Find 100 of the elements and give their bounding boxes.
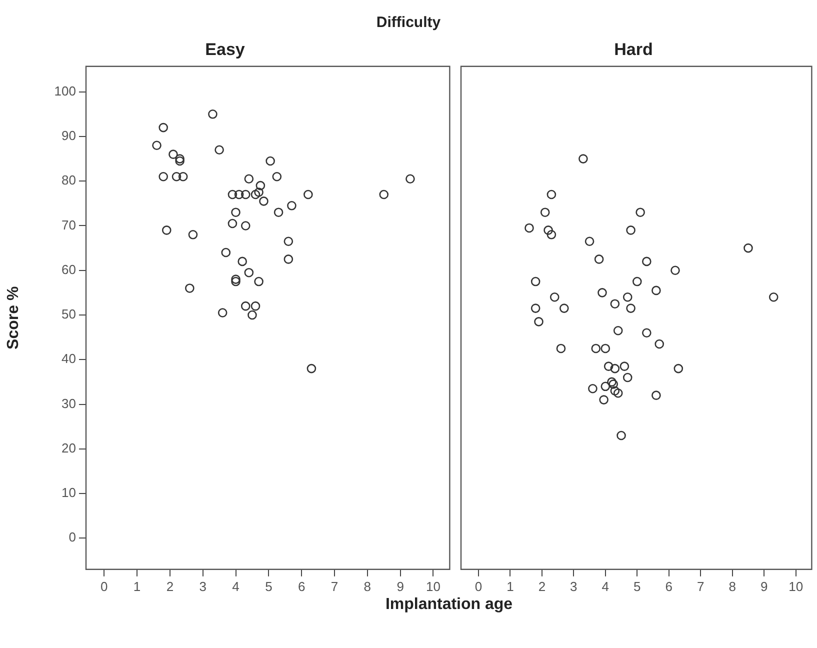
point [158, 172, 168, 182]
point [254, 188, 264, 197]
point [240, 221, 250, 230]
point [240, 301, 250, 311]
point [178, 172, 188, 182]
x-tick-label: 0 [474, 578, 482, 594]
x-tick-label: 8 [364, 578, 372, 594]
point [175, 154, 184, 164]
point [188, 230, 198, 240]
point [636, 208, 645, 217]
x-tick-label: 10 [788, 578, 804, 594]
point [600, 382, 610, 392]
point [250, 301, 260, 311]
point [591, 344, 601, 354]
point [670, 266, 680, 276]
point [588, 384, 598, 394]
point [613, 388, 623, 398]
point [632, 276, 642, 286]
x-tick-label: 4 [232, 578, 240, 594]
y-tick-label: 80 [62, 172, 76, 188]
text: Difficulty [375, 14, 442, 31]
y-tick-label: 70 [62, 217, 76, 232]
point [208, 110, 218, 119]
point [254, 276, 264, 286]
point [622, 372, 632, 382]
point [607, 377, 616, 387]
y-tick-label: 10 [62, 485, 76, 500]
point [185, 284, 194, 293]
point [238, 256, 247, 266]
point [744, 243, 753, 253]
point [530, 276, 540, 286]
point [540, 208, 550, 217]
point [626, 226, 636, 235]
point [550, 292, 560, 302]
x-tick-label: 7 [697, 578, 704, 594]
point [608, 380, 618, 389]
point [172, 172, 182, 182]
y-tick-label: 90 [62, 128, 76, 144]
point [610, 364, 620, 374]
x-tick-label: 2 [538, 578, 546, 594]
point [652, 390, 661, 400]
point [228, 218, 238, 228]
point [524, 223, 534, 233]
point [248, 310, 257, 320]
point [584, 236, 594, 246]
point [546, 230, 556, 240]
point [274, 208, 284, 217]
x-tick-label: 10 [426, 578, 440, 594]
y-tick-label: 100 [54, 83, 76, 98]
x-tick-label: 6 [298, 578, 306, 594]
x-tick-label: 1 [133, 578, 141, 594]
y-tick-label: 50 [62, 306, 76, 322]
point [642, 328, 652, 338]
x-tick-label: 5 [634, 578, 641, 594]
x-tick-label: 3 [570, 578, 578, 594]
point [546, 190, 556, 200]
x-tick-label: 6 [665, 578, 672, 594]
point [616, 430, 626, 440]
point [654, 339, 664, 349]
y-axis-title: Score % [5, 286, 22, 350]
point [594, 254, 604, 264]
point [598, 288, 607, 298]
x-tick-label: 1 [506, 578, 514, 594]
point [284, 254, 294, 264]
point [622, 292, 632, 302]
point [610, 299, 620, 308]
y-tick-label: 30 [62, 396, 76, 411]
point [218, 308, 228, 318]
chart-title: Easy [205, 40, 246, 59]
point [530, 304, 540, 313]
point [240, 190, 250, 200]
point [620, 362, 630, 371]
x-tick-label: 9 [396, 578, 404, 594]
point [266, 156, 275, 166]
x-tick-label: 9 [760, 578, 768, 594]
point [272, 172, 282, 182]
point [544, 226, 553, 235]
x-tick-label: 2 [166, 578, 174, 594]
point [600, 344, 610, 354]
point [175, 156, 184, 166]
y-tick-label: 20 [62, 440, 76, 456]
point [162, 226, 172, 235]
point [304, 190, 313, 200]
point [674, 364, 684, 374]
y-tick-label: 60 [62, 262, 76, 277]
point [234, 190, 244, 200]
point [214, 145, 224, 155]
point [152, 140, 162, 150]
point [231, 208, 240, 217]
y-tick-label: 0 [68, 530, 76, 545]
point [250, 190, 260, 200]
point [379, 190, 389, 200]
point [244, 268, 254, 278]
point [406, 174, 415, 184]
point [228, 190, 238, 200]
x-tick-label: 8 [728, 578, 736, 594]
point [599, 395, 608, 404]
point [231, 274, 240, 284]
point [652, 286, 661, 296]
point [259, 196, 268, 206]
